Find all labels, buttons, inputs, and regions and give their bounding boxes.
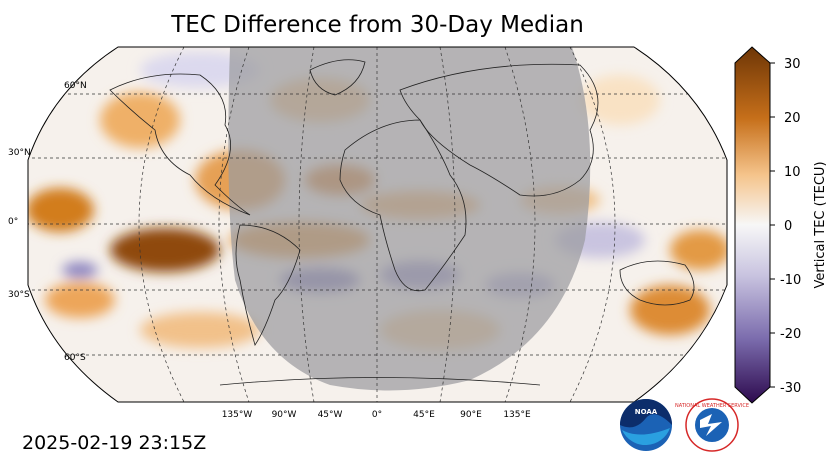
colorbar-tick-neg30: -30 — [780, 381, 801, 396]
colorbar-ticks — [770, 62, 775, 388]
coastlines — [109, 59, 695, 386]
lat-label-60s: 60°S — [64, 353, 86, 363]
colorbar-tick-10: 10 — [784, 165, 801, 180]
colorbar-tick-neg20: -20 — [780, 327, 801, 342]
lon-label-135w: 135°W — [222, 410, 253, 420]
lon-label-45e: 45°E — [413, 410, 435, 420]
lat-label-0: 0° — [8, 217, 18, 227]
lon-label-90e: 90°E — [460, 410, 482, 420]
colorbar-label: Vertical TEC (TECU) — [813, 161, 828, 288]
south-america-outline — [235, 224, 301, 346]
lon-label-0: 0° — [372, 410, 382, 420]
nws-logo: NATIONAL WEATHER SERVICE — [675, 398, 749, 452]
lon-label-135e: 135°E — [503, 410, 531, 420]
greenland-outline — [309, 59, 366, 96]
colorbar-tick-neg10: -10 — [780, 273, 801, 288]
antarctica-outline — [219, 377, 541, 386]
australia-outline — [619, 260, 695, 306]
latitude-labels: 60°N 30°N 0° 30°S 60°S — [8, 81, 87, 363]
asia-outline — [399, 63, 599, 197]
lat-label-30s: 30°S — [8, 290, 30, 300]
noaa-logo-text: NOAA — [635, 408, 658, 416]
lon-label-45w: 45°W — [318, 410, 343, 420]
colorbar-tick-30: 30 — [784, 57, 801, 72]
colorbar-tick-20: 20 — [784, 111, 801, 126]
noaa-logo: NOAA — [620, 399, 672, 451]
lat-label-60n: 60°N — [64, 81, 87, 91]
meridian-lines — [138, 47, 616, 402]
colorbar-tick-0: 0 — [784, 219, 792, 234]
nws-logo-text: NATIONAL WEATHER SERVICE — [675, 403, 749, 409]
timestamp: 2025-02-19 23:15Z — [22, 432, 207, 454]
map-title: TEC Difference from 30-Day Median — [171, 12, 584, 38]
north-america-outline — [109, 73, 251, 216]
lon-label-90w: 90°W — [272, 410, 297, 420]
longitude-labels: 135°W 90°W 45°W 0° 45°E 90°E 135°E — [222, 410, 531, 420]
lat-label-30n: 30°N — [8, 148, 31, 158]
night-overlay — [228, 47, 591, 391]
latitude-lines — [28, 93, 727, 356]
